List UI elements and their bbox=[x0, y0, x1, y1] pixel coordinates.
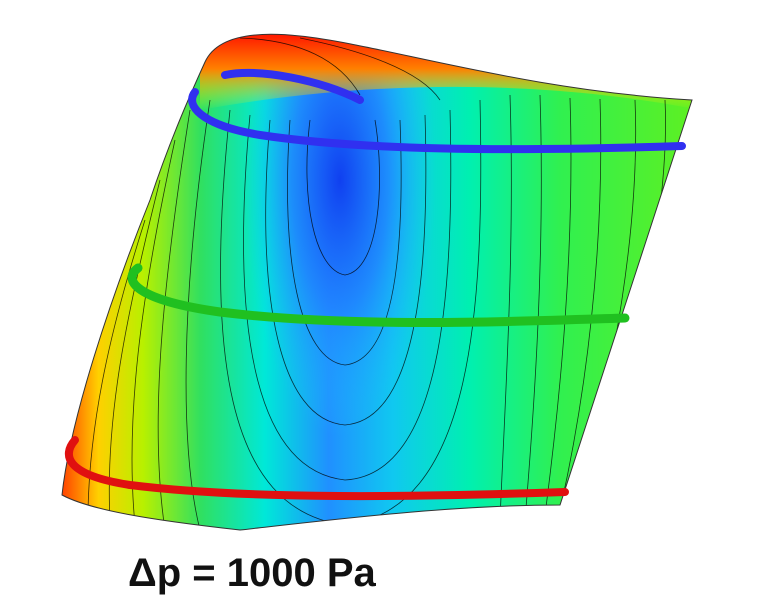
section-line-top bbox=[188, 69, 686, 154]
section-line-bottom bbox=[64, 436, 569, 501]
caption: Δp = 1000 Pa bbox=[128, 551, 377, 595]
blade-outline bbox=[61, 33, 693, 531]
section-line-middle bbox=[127, 263, 630, 327]
